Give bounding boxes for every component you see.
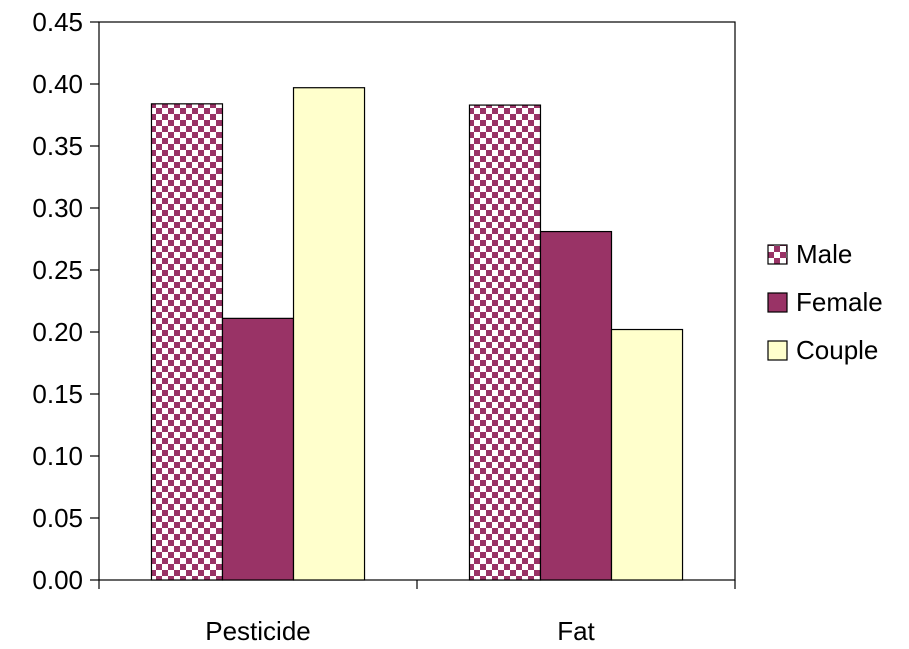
- x-axis: Pesticide Fat: [98, 580, 736, 646]
- legend-label-female: Female: [796, 287, 883, 317]
- bar-male-fat: [468, 104, 542, 581]
- y-tick-label: 0.35: [32, 131, 83, 161]
- x-category-label: Fat: [557, 616, 595, 646]
- bar-couple-fat: [610, 328, 684, 581]
- y-tick-label: 0.40: [32, 69, 83, 99]
- x-category-label: Pesticide: [205, 616, 311, 646]
- legend-label-couple: Couple: [796, 335, 878, 365]
- y-tick-label: 0.00: [32, 565, 83, 595]
- y-tick-label: 0.15: [32, 379, 83, 409]
- y-tick-label: 0.10: [32, 441, 83, 471]
- bars: [150, 87, 684, 581]
- legend-label-male: Male: [796, 239, 852, 269]
- y-tick-label: 0.30: [32, 193, 83, 223]
- y-tick-label: 0.05: [32, 503, 83, 533]
- legend-swatch-female: [767, 292, 788, 313]
- y-axis: 0.00 0.05 0.10 0.15 0.20 0.25 0.30 0.35 0.40 0.45: [32, 7, 99, 595]
- bar-female-fat: [539, 230, 613, 581]
- y-tick-label: 0.20: [32, 317, 83, 347]
- legend-swatch-male: [767, 244, 788, 265]
- y-tick-label: 0.25: [32, 255, 83, 285]
- legend-swatch-couple: [767, 340, 788, 361]
- bar-male-pesticide: [150, 103, 224, 581]
- y-tick-label: 0.45: [32, 7, 83, 37]
- legend: Male Female Couple: [767, 239, 883, 365]
- bar-couple-pesticide: [292, 87, 366, 581]
- bar-female-pesticide: [221, 317, 295, 581]
